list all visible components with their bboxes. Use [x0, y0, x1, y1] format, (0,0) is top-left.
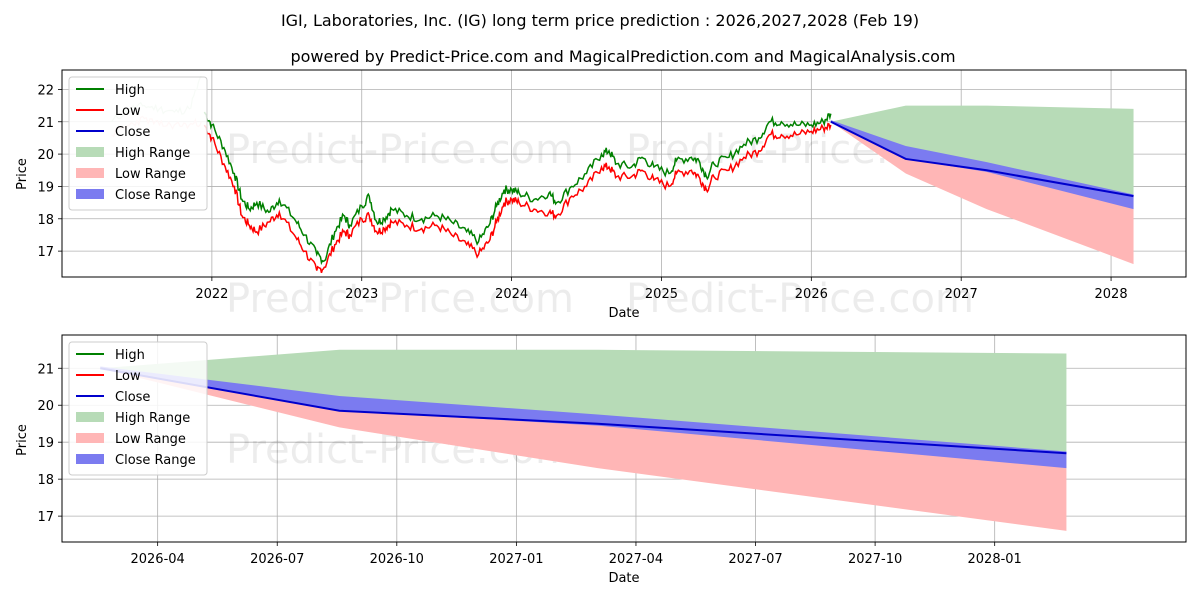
- bot-legend-swatch-5: [76, 454, 104, 464]
- top-legend-swatch-4: [76, 168, 104, 178]
- top-close-line: [830, 120, 1134, 198]
- bot-legend-label-1: Low: [115, 369, 141, 384]
- bottom-panel: Predict-Price.com Predict-Price.com 2026…: [15, 334, 1187, 586]
- bottom-series: [100, 349, 1067, 531]
- bot-y-tick-label: 17: [37, 510, 54, 525]
- bot-x-tick-label: 2027-10: [848, 552, 902, 567]
- top-y-tick-label: 22: [37, 83, 54, 98]
- bot-low-range-area: [100, 368, 1067, 531]
- bot-legend-label-4: Low Range: [115, 432, 186, 447]
- bot-y-tick-label: 19: [37, 436, 54, 451]
- top-legend-label-3: High Range: [115, 146, 190, 161]
- bot-x-tick-label: 2026-10: [370, 552, 424, 567]
- top-axes-frame: [61, 69, 1187, 278]
- bottom-x-axis-label: Date: [608, 571, 639, 586]
- top-legend-swatch-5: [76, 189, 104, 199]
- bottom-y-axis-label: Price: [15, 424, 30, 456]
- top-y-tick-label: 19: [37, 180, 54, 195]
- top-ticks: 2022 2023 2024 2025 2026 2027 2028 17 18 19 20 21 22: [37, 83, 1127, 302]
- bot-x-tick-label: 2026-04: [130, 552, 184, 567]
- top-y-axis-label: Price: [15, 158, 30, 190]
- top-x-tick-label: 2028: [1095, 287, 1128, 302]
- top-x-tick-label: 2023: [345, 287, 378, 302]
- top-legend: High Low Close High Range Low Range Close Ran…: [68, 76, 208, 211]
- top-y-tick-label: 20: [37, 148, 54, 163]
- bot-legend-swatch-4: [76, 433, 104, 443]
- chart-subtitle: powered by Predict-Price.com and Magical…: [290, 47, 955, 66]
- bot-x-tick-label: 2027-07: [728, 552, 782, 567]
- top-y-tick-label: 17: [37, 245, 54, 260]
- bot-x-tick-label: 2028-01: [968, 552, 1022, 567]
- top-legend-label-2: Close: [115, 125, 150, 140]
- bot-legend-label-5: Close Range: [115, 453, 196, 468]
- top-low-range-area: [830, 121, 1134, 265]
- top-legend-swatch-3: [76, 147, 104, 157]
- bot-x-tick-label: 2027-01: [489, 552, 543, 567]
- top-legend-label-0: High: [115, 83, 145, 98]
- top-close-range-area: [830, 120, 1134, 210]
- top-y-tick-label: 21: [37, 116, 54, 131]
- top-panel: Predict-Price.com Predict-Price.com Pred…: [15, 69, 1187, 322]
- top-legend-label-4: Low Range: [115, 167, 186, 182]
- bot-y-tick-label: 18: [37, 473, 54, 488]
- top-watermark-bottom-left: Predict-Price.com: [226, 276, 574, 322]
- top-x-axis-label: Date: [608, 306, 639, 321]
- bot-close-line: [100, 367, 1067, 455]
- top-high-line: [203, 111, 832, 266]
- top-series: [110, 76, 1134, 274]
- bottom-ticks: 2026-04 2026-07 2026-10 2027-01 2027-04 2027-…: [37, 362, 1021, 567]
- top-x-tick-label: 2026: [795, 287, 828, 302]
- top-low-line: [203, 122, 832, 274]
- bottom-legend: High Low Close High Range Low Range Close Ran…: [68, 341, 208, 476]
- chart-title: IGI, Laboratories, Inc. (IG) long term p…: [281, 11, 919, 30]
- bot-close-range-area: [100, 366, 1067, 469]
- bot-high-range-area: [100, 349, 1067, 454]
- top-watermark-bottom-right: Predict-Price.com: [626, 276, 974, 322]
- top-legend-label-5: Close Range: [115, 188, 196, 203]
- top-x-tick-label: 2025: [645, 287, 678, 302]
- bot-y-tick-label: 21: [37, 362, 54, 377]
- bot-legend-label-2: Close: [115, 390, 150, 405]
- bot-legend-label-3: High Range: [115, 411, 190, 426]
- top-x-tick-label: 2022: [195, 287, 228, 302]
- top-y-tick-label: 18: [37, 213, 54, 228]
- bot-legend-label-0: High: [115, 348, 145, 363]
- top-high-range-area: [830, 105, 1134, 197]
- top-legend-label-1: Low: [115, 104, 141, 119]
- bot-y-tick-label: 20: [37, 399, 54, 414]
- top-watermark-left: Predict-Price.com: [226, 127, 574, 173]
- top-x-tick-label: 2027: [945, 287, 978, 302]
- bottom-axes-frame: [61, 334, 1187, 543]
- bot-x-tick-label: 2027-04: [609, 552, 663, 567]
- top-x-tick-label: 2024: [495, 287, 528, 302]
- bot-legend-swatch-3: [76, 412, 104, 422]
- bot-x-tick-label: 2026-07: [250, 552, 304, 567]
